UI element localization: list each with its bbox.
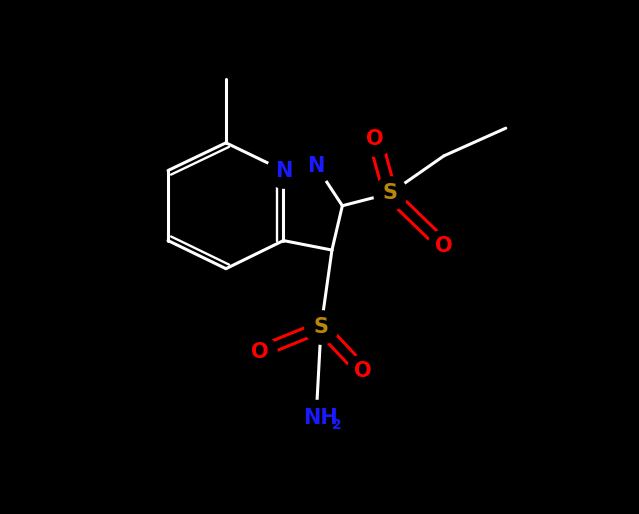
Text: N: N [307,156,325,176]
Text: S: S [382,183,397,204]
Text: N: N [275,160,292,180]
Text: O: O [366,129,384,149]
Text: S: S [314,317,328,337]
Text: O: O [354,361,371,381]
Text: O: O [251,342,268,362]
Text: 2: 2 [332,418,342,432]
Text: NH: NH [303,408,337,428]
Text: O: O [435,236,452,256]
